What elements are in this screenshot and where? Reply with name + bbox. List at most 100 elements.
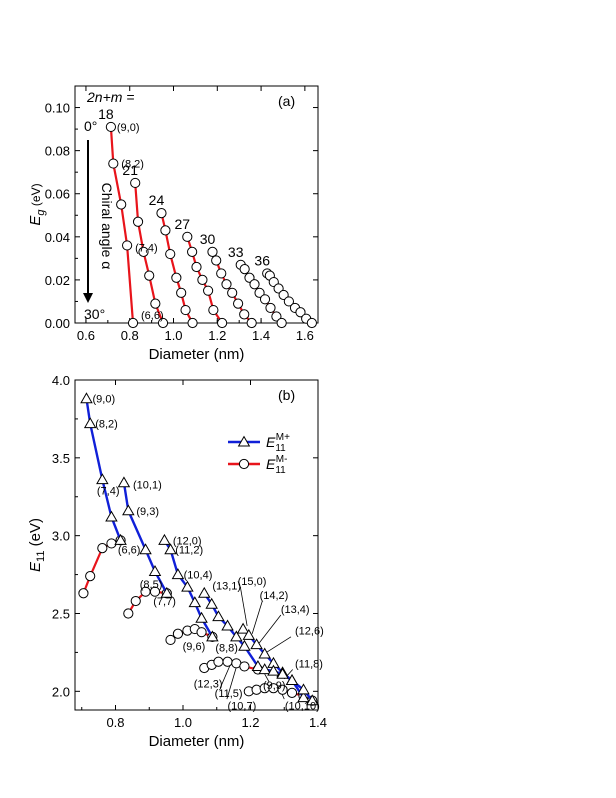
family-label: 36 (254, 252, 270, 268)
legend-circle-marker (238, 458, 250, 470)
data-point (172, 628, 184, 639)
data-point (160, 225, 171, 236)
x-tick-label: 0.8 (121, 328, 139, 343)
data-point (222, 656, 233, 667)
series-family-36: 36 (254, 252, 317, 329)
point-label: (9,0) (117, 122, 140, 134)
data-point (83, 417, 97, 429)
data-point (283, 296, 294, 307)
series-mplus-5 (258, 663, 319, 706)
y-tick-label: 0.10 (45, 101, 70, 116)
x-axis-label: Diameter (nm) (149, 733, 245, 750)
point-label: (8,2) (121, 159, 144, 171)
data-point (144, 270, 155, 281)
data-point (105, 510, 118, 522)
y-tick-label: 0.02 (45, 273, 70, 288)
point-label: (12,3) (194, 679, 223, 691)
data-point (297, 683, 310, 695)
data-point (251, 684, 262, 695)
data-point (295, 307, 306, 318)
data-point (97, 543, 108, 554)
x-tick-label: 1.0 (174, 715, 192, 730)
legend-label: E11M+ (266, 432, 290, 454)
leader-line (226, 664, 238, 700)
series-family-24: 24 (149, 192, 198, 329)
point-label: (14,2) (260, 590, 289, 602)
point-label: (15,0) (238, 576, 267, 588)
leader-line (251, 600, 263, 634)
point-label: (9,0) (93, 394, 116, 406)
point-label: (8,8) (215, 643, 238, 655)
data-point (271, 311, 282, 322)
data-point (239, 309, 250, 320)
y-axis-label: E11 (eV) (27, 518, 47, 572)
data-point (191, 261, 202, 273)
point-label: (9,3) (136, 506, 159, 518)
chiral-arrow-head (83, 293, 93, 303)
series-family-30: 30 (200, 231, 257, 329)
data-point (80, 392, 93, 404)
data-point (242, 628, 256, 640)
series-line (122, 482, 168, 594)
data-point (195, 611, 208, 623)
data-point (138, 246, 149, 257)
data-point (265, 302, 276, 314)
data-point (250, 638, 263, 650)
data-point (106, 538, 117, 549)
data-point (216, 268, 227, 279)
x-axis-label: Diameter (nm) (149, 346, 245, 363)
data-point (165, 248, 176, 260)
leader-line (263, 672, 270, 683)
data-point (203, 285, 214, 296)
series-family-18: 18 (98, 106, 139, 329)
leader-line (257, 614, 282, 645)
data-point (182, 231, 193, 242)
point-label: (13,1) (212, 580, 241, 592)
data-point (114, 533, 127, 545)
x-tick-label: 1.6 (296, 328, 314, 343)
data-point (306, 694, 319, 706)
series-mminus-3 (199, 656, 264, 675)
data-point (116, 199, 127, 210)
y-tick-label: 0.06 (45, 187, 70, 202)
data-point (150, 298, 161, 309)
family-label: 21 (122, 162, 138, 178)
data-point (188, 596, 202, 608)
angle-bottom: 30° (84, 306, 105, 322)
y-tick-label: 0.04 (45, 230, 70, 245)
data-point (171, 568, 185, 580)
data-point (230, 630, 243, 642)
data-point (306, 317, 317, 329)
series-family-33: 33 (228, 244, 287, 329)
data-point (208, 304, 219, 316)
data-point (221, 619, 234, 631)
point-label: (7,7) (153, 596, 176, 608)
data-point (197, 274, 208, 286)
y-tick-label: 0.00 (45, 316, 70, 331)
data-point (108, 158, 119, 169)
legend: E11M+E11M- (228, 432, 290, 476)
data-point (122, 504, 135, 516)
data-point (213, 656, 224, 667)
point-label: (7,4) (135, 242, 158, 254)
data-point (285, 674, 299, 685)
x-tick-label: 1.0 (164, 328, 182, 343)
data-point (232, 298, 244, 309)
data-point (160, 586, 174, 598)
y-tick-label: 3.0 (52, 529, 70, 544)
data-point (196, 627, 207, 638)
series-family-27: 27 (175, 216, 228, 329)
legend-triangle-marker (237, 435, 251, 447)
data-point (96, 473, 109, 485)
point-label: (10,10) (285, 700, 320, 712)
data-point (217, 317, 228, 329)
leader-line (239, 586, 248, 627)
point-label: (8,5) (140, 579, 163, 591)
y-tick-label: 4.0 (52, 373, 70, 388)
point-label: (8,2) (95, 419, 118, 431)
data-point (149, 586, 161, 597)
data-point (276, 667, 289, 679)
data-point (238, 639, 251, 651)
series-family-21: 21 (122, 162, 169, 329)
data-point (267, 664, 280, 676)
